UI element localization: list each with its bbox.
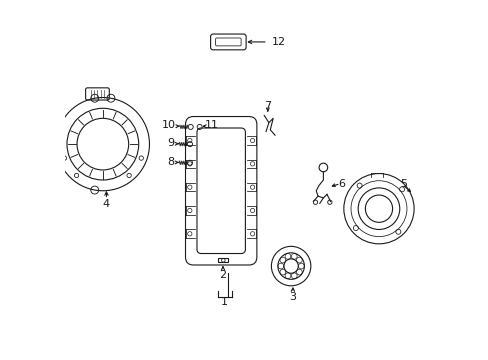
Text: 6: 6 bbox=[337, 179, 344, 189]
Text: 9: 9 bbox=[167, 138, 174, 148]
Text: 1: 1 bbox=[221, 297, 228, 307]
Text: 12: 12 bbox=[271, 37, 285, 47]
Text: 2: 2 bbox=[219, 270, 226, 280]
Text: 4: 4 bbox=[102, 199, 110, 209]
Text: 11: 11 bbox=[204, 120, 219, 130]
Text: 7: 7 bbox=[264, 102, 271, 112]
Text: 10: 10 bbox=[162, 120, 175, 130]
Text: 5: 5 bbox=[399, 179, 406, 189]
Text: 3: 3 bbox=[289, 292, 296, 302]
Text: 8: 8 bbox=[167, 157, 174, 167]
